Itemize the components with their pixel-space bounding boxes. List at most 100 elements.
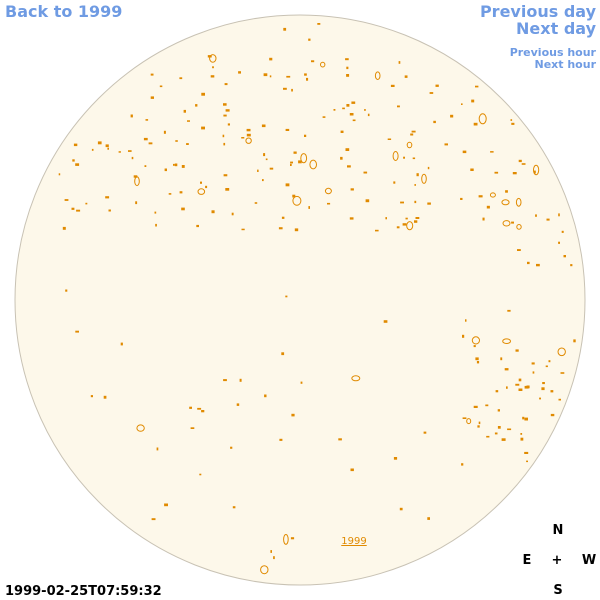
magnetic-feature bbox=[290, 163, 292, 166]
magnetic-feature bbox=[518, 388, 523, 391]
magnetic-feature bbox=[427, 202, 431, 205]
magnetic-feature bbox=[245, 137, 252, 144]
magnetic-feature bbox=[427, 517, 430, 520]
magnetic-feature bbox=[526, 385, 530, 389]
magnetic-feature bbox=[466, 418, 472, 425]
magnetic-feature bbox=[560, 372, 565, 374]
magnetic-feature bbox=[346, 104, 350, 107]
magnetic-feature bbox=[285, 295, 288, 298]
magnetic-feature bbox=[511, 122, 515, 125]
magnetic-feature bbox=[163, 130, 166, 134]
magnetic-feature bbox=[345, 58, 349, 61]
magnetic-feature bbox=[478, 195, 483, 198]
magnetic-feature bbox=[263, 153, 266, 157]
magnetic-feature bbox=[200, 181, 202, 184]
magnetic-feature bbox=[246, 128, 251, 132]
magnetic-feature bbox=[196, 224, 199, 228]
magnetic-feature bbox=[261, 124, 266, 128]
previous-hour-link[interactable]: Previous hour bbox=[510, 46, 597, 59]
magnetic-feature bbox=[433, 120, 436, 124]
magnetic-feature bbox=[133, 175, 138, 178]
magnetic-feature bbox=[223, 379, 227, 382]
magnetic-feature bbox=[349, 217, 354, 220]
magnetic-feature bbox=[471, 99, 475, 103]
magnetic-feature bbox=[308, 206, 310, 209]
magnetic-feature bbox=[473, 122, 478, 126]
magnetic-feature bbox=[340, 156, 343, 160]
back-link[interactable]: Back to 1999 bbox=[5, 2, 122, 21]
previous-day-link[interactable]: Previous day bbox=[480, 2, 597, 21]
magnetic-feature bbox=[435, 84, 439, 87]
magnetic-feature bbox=[236, 403, 240, 406]
magnetic-feature bbox=[273, 556, 275, 560]
magnetic-feature bbox=[482, 217, 485, 221]
magnetic-feature bbox=[65, 289, 68, 292]
magnetic-feature bbox=[150, 96, 154, 99]
magnetic-feature bbox=[179, 191, 183, 194]
magnetic-feature bbox=[548, 360, 551, 363]
magnetic-feature bbox=[478, 113, 487, 125]
magnetic-feature bbox=[270, 550, 272, 553]
compass-north: N bbox=[553, 523, 564, 538]
magnetic-feature bbox=[241, 228, 245, 231]
magnetic-feature bbox=[570, 264, 573, 267]
magnetic-feature bbox=[72, 159, 75, 162]
magnetic-feature bbox=[199, 473, 202, 476]
magnetic-feature bbox=[281, 352, 285, 356]
next-hour-link[interactable]: Next hour bbox=[535, 58, 597, 71]
magnetic-feature bbox=[429, 92, 434, 94]
magnetic-feature bbox=[156, 447, 159, 451]
magnetic-feature bbox=[105, 196, 110, 199]
magnetic-feature bbox=[524, 451, 529, 454]
magnetic-feature bbox=[460, 197, 463, 200]
magnetic-feature bbox=[416, 173, 419, 177]
magnetic-feature bbox=[300, 153, 308, 164]
magnetic-feature bbox=[333, 109, 336, 111]
magnetic-feature bbox=[181, 165, 185, 168]
timestamp: 1999-02-25T07:59:32 bbox=[5, 584, 162, 599]
magnetic-feature bbox=[311, 60, 315, 63]
magnetic-feature bbox=[477, 425, 480, 428]
magnetic-feature bbox=[414, 184, 416, 186]
magnetic-feature bbox=[64, 199, 69, 201]
features bbox=[58, 23, 576, 575]
magnetic-feature bbox=[144, 165, 147, 167]
magnetic-feature bbox=[290, 161, 293, 164]
magnetic-feature bbox=[195, 104, 198, 107]
magnetic-feature bbox=[75, 330, 79, 333]
magnetic-feature bbox=[400, 201, 404, 204]
magnetic-feature bbox=[383, 320, 388, 323]
magnetic-feature bbox=[298, 160, 302, 164]
magnetic-feature bbox=[342, 107, 345, 110]
magnetic-feature bbox=[473, 345, 476, 348]
year-link[interactable]: 1999 bbox=[341, 536, 366, 547]
magnetic-feature bbox=[501, 438, 506, 441]
magnetic-feature bbox=[367, 113, 370, 117]
magnetic-feature bbox=[340, 130, 344, 133]
magnetic-feature bbox=[558, 241, 560, 244]
magnetic-feature bbox=[494, 171, 499, 174]
magnetic-feature bbox=[190, 427, 195, 429]
magnetic-feature bbox=[181, 207, 185, 211]
magnetic-feature bbox=[231, 212, 234, 216]
magnetic-feature bbox=[535, 214, 537, 217]
magnetic-feature bbox=[71, 207, 75, 210]
magnetic-feature bbox=[304, 73, 307, 76]
magnetic-feature bbox=[350, 188, 354, 191]
magnetic-feature bbox=[155, 223, 157, 227]
magnetic-feature bbox=[374, 71, 381, 80]
magnetic-feature bbox=[412, 157, 416, 160]
magnetic-feature bbox=[495, 390, 499, 393]
magnetic-feature bbox=[398, 61, 401, 64]
magnetic-feature bbox=[421, 173, 427, 184]
magnetic-feature bbox=[478, 421, 481, 425]
magnetic-feature bbox=[304, 134, 307, 137]
magnetic-feature bbox=[265, 158, 268, 161]
next-day-link[interactable]: Next day bbox=[516, 19, 597, 38]
magnetic-feature bbox=[223, 174, 228, 177]
magnetic-feature bbox=[292, 194, 296, 198]
magnetic-feature bbox=[269, 167, 274, 170]
magnetic-feature bbox=[246, 133, 251, 137]
magnetic-feature bbox=[450, 114, 454, 118]
magnetic-feature bbox=[490, 151, 494, 153]
